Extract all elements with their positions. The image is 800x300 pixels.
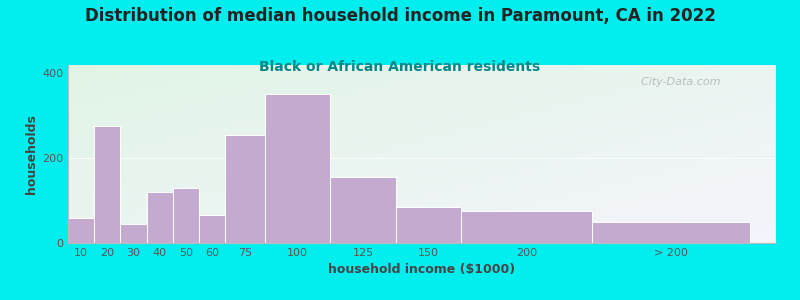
Bar bbox=[265, 94, 330, 243]
Bar bbox=[94, 126, 121, 243]
Bar bbox=[462, 211, 593, 243]
Bar bbox=[593, 222, 750, 243]
Bar bbox=[226, 135, 265, 243]
Bar bbox=[68, 218, 94, 243]
Bar bbox=[121, 224, 146, 243]
Text: Black or African American residents: Black or African American residents bbox=[259, 60, 541, 74]
Bar bbox=[396, 207, 462, 243]
Text: Distribution of median household income in Paramount, CA in 2022: Distribution of median household income … bbox=[85, 8, 715, 26]
Y-axis label: households: households bbox=[25, 114, 38, 194]
Bar bbox=[199, 215, 226, 243]
X-axis label: household income ($1000): household income ($1000) bbox=[329, 263, 515, 276]
Bar bbox=[330, 177, 396, 243]
Text: City-Data.com: City-Data.com bbox=[634, 77, 721, 87]
Bar bbox=[146, 192, 173, 243]
Bar bbox=[173, 188, 199, 243]
